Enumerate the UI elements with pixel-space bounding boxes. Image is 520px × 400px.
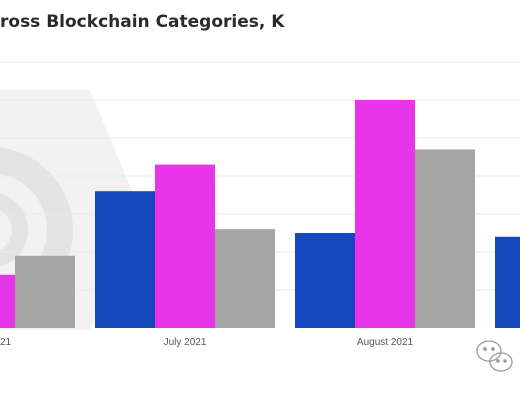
bar-series2-cat1 (0, 274, 15, 328)
chart-title: ross Blockchain Categories, K (0, 12, 285, 32)
x-tick-label-3: August 2021 (357, 337, 414, 348)
x-tick-label-2: July 2021 (164, 337, 207, 348)
bar-series1-cat4 (495, 236, 520, 328)
bars (0, 100, 520, 328)
bar-series3-cat1 (15, 255, 75, 328)
bar-series3-cat2 (215, 229, 275, 328)
wechat-watermark-icon (476, 340, 513, 372)
watermark-rings (0, 147, 73, 313)
bar-series2-cat2 (155, 164, 215, 328)
bar-series1-cat2 (95, 191, 155, 328)
bar-series2-cat3 (355, 100, 415, 328)
x-tick-label-1: 21 (0, 337, 12, 348)
bar-series3-cat3 (415, 149, 475, 328)
x-axis-tick-labels: 21 July 2021 August 2021 (0, 337, 414, 348)
bar-series1-cat3 (295, 233, 355, 328)
